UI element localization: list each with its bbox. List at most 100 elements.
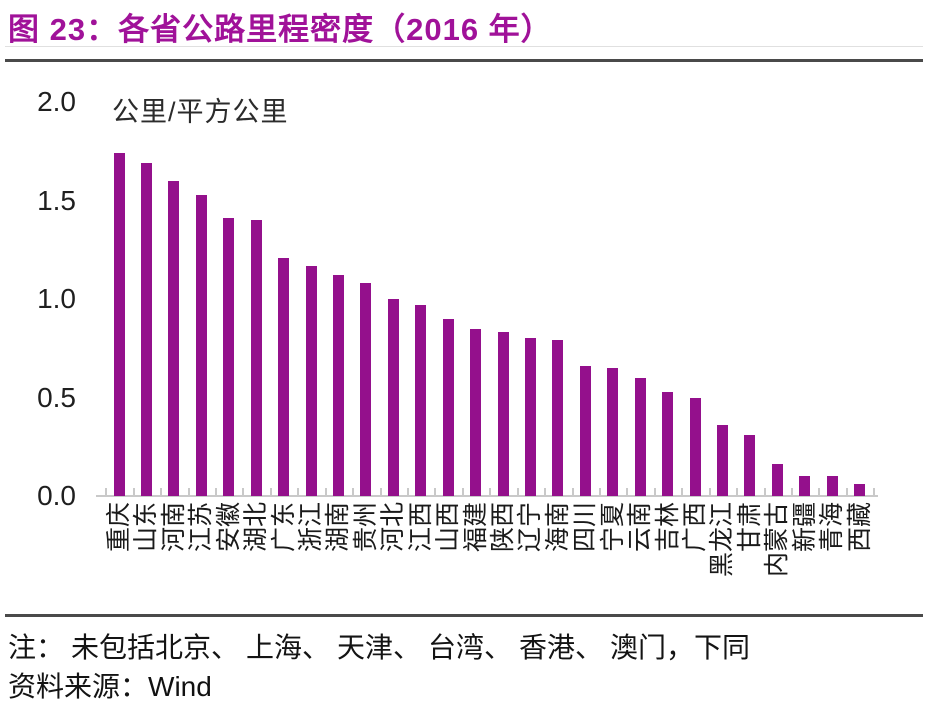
x-axis-label: 重庆 — [105, 502, 133, 553]
chart-bar — [470, 328, 482, 496]
x-axis-line — [96, 495, 878, 497]
source-value: Wind — [148, 671, 212, 702]
x-axis-label: 吉林 — [653, 502, 682, 553]
chart-bar — [360, 283, 372, 496]
x-axis-tick — [105, 488, 108, 495]
figure-title: 图 23：各省公路里程密度（2016 年） — [8, 12, 553, 47]
x-axis-label: 山西 — [434, 502, 463, 553]
x-axis-label: 陕西 — [489, 502, 518, 553]
chart-bar — [744, 434, 756, 496]
x-axis-label: 云南 — [626, 502, 655, 553]
x-axis-label: 福建 — [461, 502, 490, 553]
y-axis-tick-label: 1.0 — [37, 283, 76, 314]
x-axis-label: 宁夏 — [598, 502, 627, 553]
x-axis-tick — [132, 488, 135, 495]
x-axis-label: 安徽 — [214, 502, 243, 553]
chart-bar — [607, 367, 619, 496]
x-axis-label: 广西 — [681, 502, 710, 553]
x-axis-tick — [160, 488, 163, 495]
chart-bar — [415, 304, 427, 496]
x-axis-tick — [736, 488, 739, 495]
x-axis-tick — [873, 488, 876, 495]
chart-bar — [223, 218, 235, 496]
x-axis-label: 山东 — [132, 502, 161, 553]
chart-bar — [854, 484, 866, 496]
chart-bar — [552, 340, 564, 496]
footnote: 注： 未包括北京、 上海、 天津、 台湾、 香港、 澳门，下同 — [8, 633, 751, 664]
y-axis-tick-label: 0.5 — [37, 381, 76, 413]
x-axis-tick — [791, 488, 794, 495]
y-axis-tick-label: 2.0 — [37, 86, 76, 117]
x-axis-tick — [352, 488, 355, 495]
chart-bar — [278, 257, 290, 496]
y-axis-unit-label: 公里/平方公里 — [112, 97, 289, 127]
chart-bar — [250, 220, 262, 496]
x-axis-tick — [407, 488, 410, 495]
x-axis-label: 内蒙古 — [763, 502, 792, 578]
x-axis-label: 江西 — [406, 502, 435, 553]
y-axis-tick-label: 0.0 — [37, 480, 76, 511]
x-axis-tick — [379, 488, 382, 495]
x-axis-label: 四川 — [571, 502, 600, 553]
x-axis-tick — [599, 488, 602, 495]
x-axis-label: 海南 — [543, 502, 572, 553]
x-axis-tick — [845, 488, 848, 495]
x-axis-label: 江苏 — [187, 502, 216, 553]
x-axis-tick — [681, 488, 684, 495]
x-axis-label: 广东 — [269, 502, 298, 553]
x-axis-label: 湖北 — [242, 502, 271, 553]
chart-bar — [662, 391, 674, 496]
chart-bar — [332, 275, 344, 496]
chart-bar — [497, 332, 509, 496]
x-axis-label: 青海 — [818, 502, 847, 553]
chart-bar — [113, 153, 125, 496]
y-axis-tick-label: 1.5 — [37, 184, 76, 216]
chart-bar — [771, 464, 783, 496]
x-axis-tick — [434, 488, 437, 495]
chart-bar — [689, 397, 701, 496]
divider-bottom — [5, 614, 923, 617]
chart-bar — [634, 377, 646, 496]
x-axis-tick — [324, 488, 327, 495]
divider-top — [5, 59, 923, 62]
x-axis-tick — [708, 488, 711, 495]
x-axis-tick — [626, 488, 629, 495]
chart-bar — [579, 365, 591, 496]
x-axis-tick — [242, 488, 245, 495]
chart-bar — [305, 265, 317, 496]
x-axis-label: 新疆 — [790, 502, 819, 553]
chart-bar — [195, 194, 207, 496]
x-axis-label: 河北 — [379, 502, 408, 553]
x-axis-label: 甘肃 — [735, 502, 764, 553]
x-axis-label: 河南 — [159, 502, 188, 553]
x-axis-tick — [516, 488, 519, 495]
x-axis-tick — [818, 488, 821, 495]
x-axis-tick — [653, 488, 656, 495]
x-axis-tick — [187, 488, 190, 495]
x-axis-tick — [269, 488, 272, 495]
x-axis-tick — [297, 488, 300, 495]
x-axis-label: 贵州 — [351, 502, 380, 553]
chart-bar — [168, 180, 180, 496]
chart-bar — [826, 476, 838, 496]
chart-bar — [799, 476, 811, 496]
x-axis-label: 西藏 — [845, 502, 874, 553]
chart-bar — [442, 318, 454, 496]
x-axis-label: 黑龙江 — [708, 502, 737, 578]
source-label: 资料来源： — [8, 672, 149, 703]
divider-faint — [5, 46, 923, 47]
x-axis-tick — [763, 488, 766, 495]
chart-bar — [387, 299, 399, 496]
x-axis-tick — [571, 488, 574, 495]
chart-bar — [524, 338, 536, 496]
x-axis-tick — [461, 488, 464, 495]
source-line: 资料来源：Wind — [8, 665, 212, 705]
x-axis-tick — [215, 488, 218, 495]
x-axis-tick — [489, 488, 492, 495]
x-axis-label: 辽宁 — [516, 502, 545, 553]
x-axis-label: 浙江 — [297, 502, 325, 553]
x-axis-label: 湖南 — [324, 502, 353, 553]
chart-bar — [716, 425, 728, 496]
